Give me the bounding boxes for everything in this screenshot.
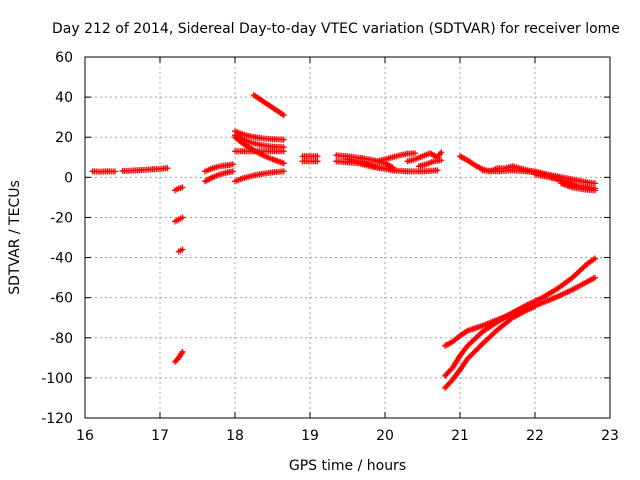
data-point-trail	[173, 215, 184, 224]
y-tick-label: 0	[64, 170, 73, 186]
series-arc-21	[404, 149, 445, 165]
data-point-trail	[301, 153, 319, 160]
y-tick-label: -80	[50, 331, 73, 347]
series-arc-5	[175, 246, 186, 255]
data-point-trail	[121, 165, 169, 174]
x-tick-label: 17	[151, 428, 169, 444]
x-tick-label: 20	[376, 428, 394, 444]
data-point-trail	[252, 93, 286, 118]
series-arc-26	[558, 180, 598, 194]
x-axis-label: GPS time / hours	[289, 458, 406, 474]
data-point-trail	[173, 350, 185, 364]
data-point-trail	[203, 161, 234, 174]
x-tick-label: 23	[601, 428, 619, 444]
data-point-trail	[177, 247, 184, 254]
data-point-trail	[376, 150, 417, 164]
series-arc-19	[344, 156, 441, 175]
y-tick-label: -100	[41, 371, 73, 387]
series-arc-13	[232, 168, 287, 185]
series-arc-12	[232, 148, 287, 155]
axis-ticks: 16 17 18 19 20 21 22 23 -120 -100 -80 -60 -40 -20 0 20 4…	[41, 50, 619, 444]
x-tick-label: 19	[301, 428, 319, 444]
x-tick-label: 18	[226, 428, 244, 444]
plot-frame	[84, 56, 611, 419]
series-arc-15	[299, 153, 321, 160]
x-tick-label: 21	[451, 428, 469, 444]
y-tick-label: -20	[50, 210, 73, 226]
series-arc-20	[374, 150, 418, 165]
data-point-trail	[203, 168, 234, 184]
series-arc-1	[89, 168, 118, 175]
series-arc-4	[172, 214, 186, 225]
series-arc-8	[202, 168, 236, 185]
series-arc-6	[172, 348, 186, 365]
data-point-trail	[233, 128, 285, 143]
y-tick-label: 40	[55, 90, 73, 106]
data-point-trail	[173, 184, 184, 193]
data-point-trail	[301, 158, 319, 165]
data-point-trail	[233, 168, 285, 184]
data-point-trail	[417, 157, 443, 169]
chart-title: Day 212 of 2014, Sidereal Day-to-day VTE…	[52, 21, 620, 37]
y-tick-label: 20	[55, 130, 73, 146]
data-point-trail	[443, 256, 597, 378]
y-tick-label: 60	[55, 50, 73, 66]
x-tick-label: 22	[526, 428, 544, 444]
grid	[85, 57, 610, 418]
series-arc-2	[119, 165, 171, 174]
series-arc-9	[232, 128, 287, 143]
y-tick-label: -60	[50, 291, 73, 307]
series-arc-16	[299, 158, 321, 165]
data-point-trail	[443, 275, 597, 348]
y-tick-label: -40	[50, 251, 73, 267]
data-point-trail	[443, 304, 537, 390]
x-tick-label: 16	[76, 428, 94, 444]
series-arc-28	[442, 255, 598, 379]
data-point-trail	[346, 156, 439, 175]
data-point-trail	[233, 148, 285, 155]
series-arc-29	[442, 303, 538, 391]
series-arc-3	[172, 184, 186, 194]
y-tick-label: -120	[41, 411, 73, 427]
series-arc-7	[202, 161, 236, 175]
data-point-trail	[406, 150, 443, 164]
data-point-trail	[559, 180, 597, 194]
series-arc-22	[415, 157, 445, 170]
data-point-trail	[91, 168, 117, 175]
data-points	[89, 92, 598, 391]
series-arc-14	[250, 92, 287, 119]
y-axis-label: SDTVAR / TECUs	[7, 180, 23, 295]
